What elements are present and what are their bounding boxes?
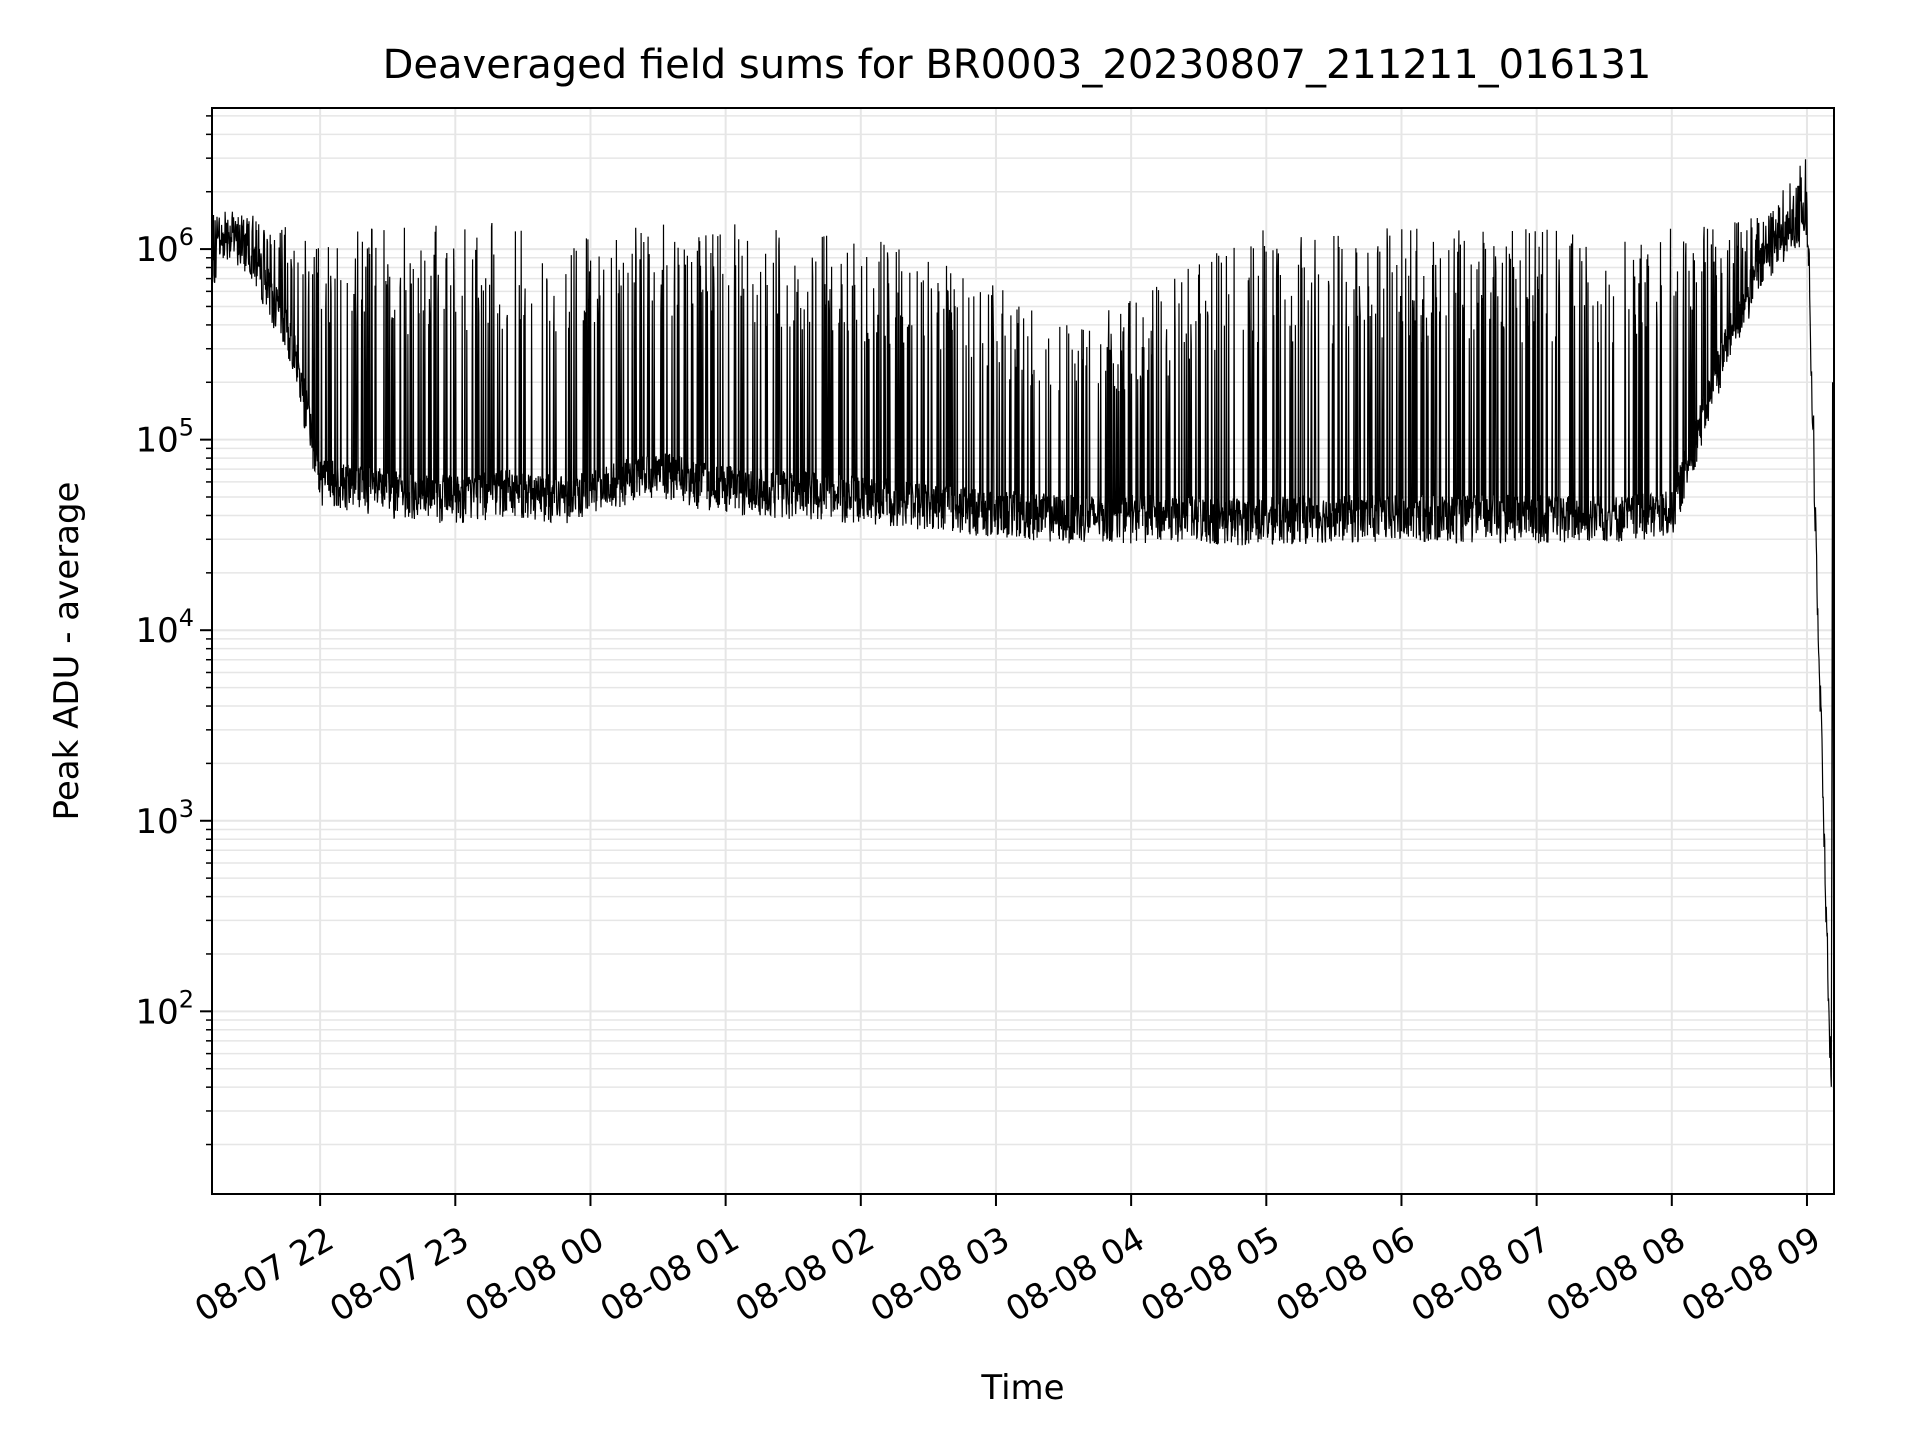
series-line: [211, 159, 1835, 1193]
y-tick-label: 102: [135, 985, 194, 1032]
x-tick-label: 08-08 06: [1270, 1219, 1422, 1330]
x-tick-label: 08-08 01: [594, 1219, 746, 1330]
y-tick-label: 103: [135, 795, 194, 842]
y-tick-label: 106: [135, 223, 194, 270]
x-tick-label: 08-08 08: [1540, 1219, 1692, 1330]
x-tick-label: 08-08 07: [1405, 1219, 1557, 1330]
x-tick-label: 08-08 05: [1134, 1219, 1286, 1330]
x-tick-label: 08-08 03: [864, 1219, 1016, 1330]
x-tick-label: 08-07 23: [323, 1219, 475, 1330]
y-tick-label: 105: [135, 414, 194, 461]
series-path: [211, 159, 1835, 1193]
x-tick-label: 08-07 22: [188, 1219, 340, 1330]
chart-title: Deaveraged field sums for BR0003_2023080…: [383, 42, 1652, 88]
x-tick-label: 08-08 02: [729, 1219, 881, 1330]
x-tick-label: 08-08 04: [999, 1219, 1151, 1330]
x-tick-label: 08-08 09: [1675, 1219, 1827, 1330]
y-tick-label: 104: [135, 604, 194, 651]
plot-frame: [211, 107, 1835, 1195]
grid: [212, 108, 1834, 1194]
x-axis-label: Time: [980, 1368, 1064, 1408]
x-tick-label: 08-08 00: [459, 1219, 611, 1330]
y-axis-ticks: 102 103 104 105 106: [135, 115, 212, 1146]
y-axis-label: Peak ADU - average: [47, 482, 87, 821]
